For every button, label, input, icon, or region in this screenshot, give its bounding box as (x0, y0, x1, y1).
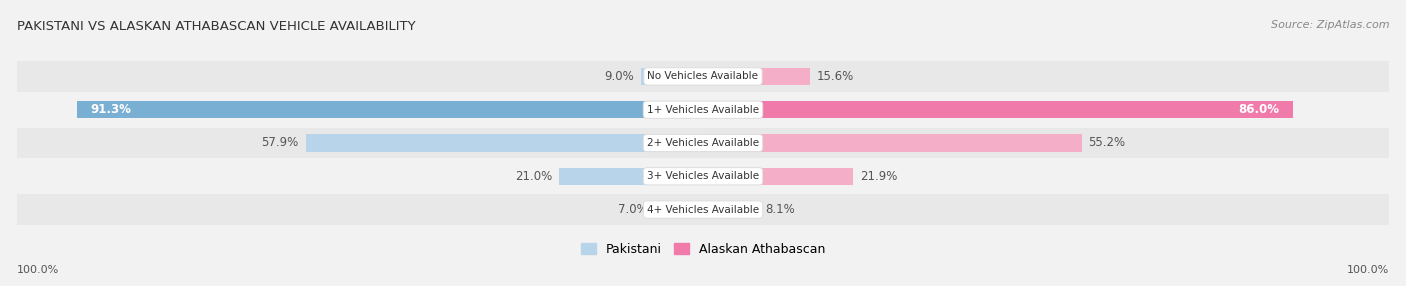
Bar (703, 168, 853, 185)
Text: 21.9%: 21.9% (860, 170, 897, 183)
Text: 100.0%: 100.0% (1347, 265, 1389, 275)
Text: 21.0%: 21.0% (515, 170, 553, 183)
Text: PAKISTANI VS ALASKAN ATHABASCAN VEHICLE AVAILABILITY: PAKISTANI VS ALASKAN ATHABASCAN VEHICLE … (17, 20, 416, 33)
Bar (703, 201, 759, 218)
Bar (17, 61, 1389, 92)
Text: 100.0%: 100.0% (17, 265, 59, 275)
Text: 57.9%: 57.9% (262, 136, 299, 150)
Bar (76, 101, 703, 118)
Text: 4+ Vehicles Available: 4+ Vehicles Available (647, 204, 759, 214)
Bar (17, 194, 1389, 225)
Text: 2+ Vehicles Available: 2+ Vehicles Available (647, 138, 759, 148)
Bar (655, 201, 703, 218)
Text: No Vehicles Available: No Vehicles Available (648, 72, 758, 82)
Text: 91.3%: 91.3% (90, 103, 131, 116)
Legend: Pakistani, Alaskan Athabascan: Pakistani, Alaskan Athabascan (581, 243, 825, 256)
Bar (560, 168, 703, 185)
Bar (703, 134, 1081, 152)
Bar (17, 161, 1389, 192)
Text: 8.1%: 8.1% (765, 203, 796, 216)
Bar (17, 94, 1389, 125)
Text: 1+ Vehicles Available: 1+ Vehicles Available (647, 105, 759, 115)
Text: 3+ Vehicles Available: 3+ Vehicles Available (647, 171, 759, 181)
Text: 86.0%: 86.0% (1239, 103, 1279, 116)
Bar (305, 134, 703, 152)
Text: 15.6%: 15.6% (817, 70, 855, 83)
Bar (703, 68, 810, 85)
Bar (641, 68, 703, 85)
Text: 7.0%: 7.0% (619, 203, 648, 216)
Text: 55.2%: 55.2% (1088, 136, 1126, 150)
Bar (17, 128, 1389, 158)
Text: Source: ZipAtlas.com: Source: ZipAtlas.com (1271, 20, 1389, 30)
Bar (703, 101, 1294, 118)
Text: 9.0%: 9.0% (605, 70, 634, 83)
